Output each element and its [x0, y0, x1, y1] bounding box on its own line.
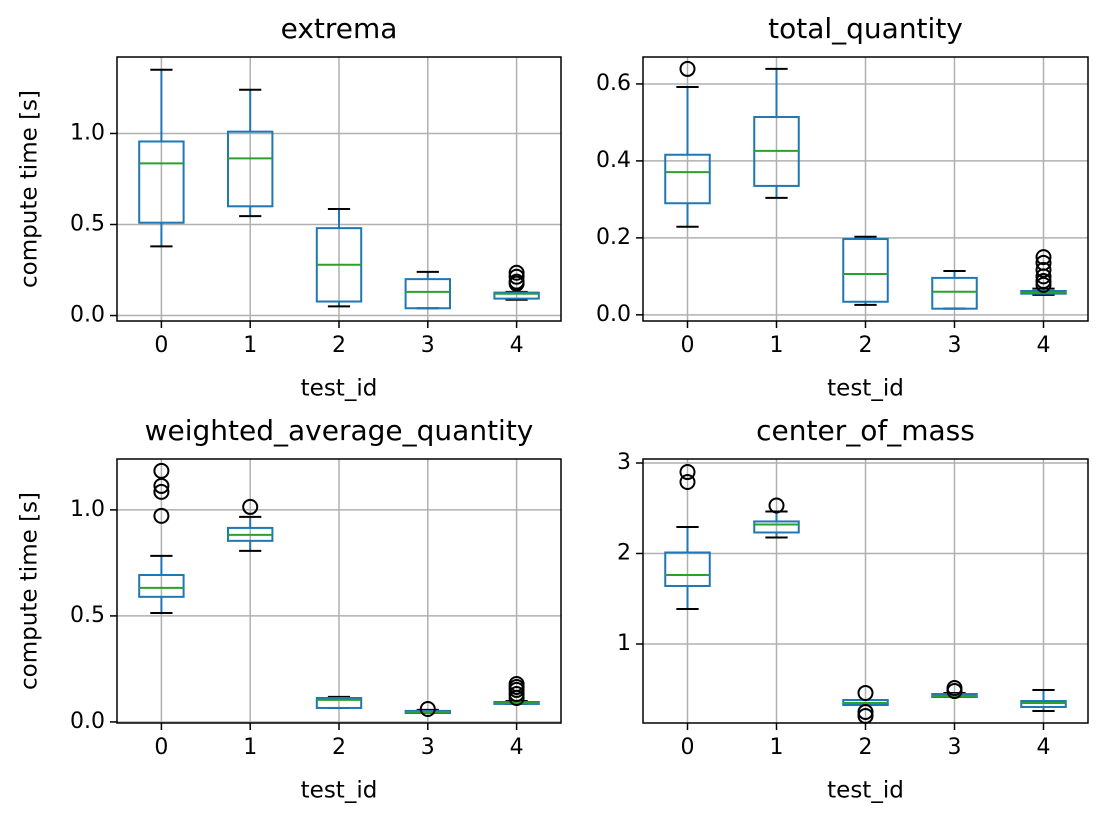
x-tick-label: 0 — [681, 333, 695, 358]
axes-frame — [642, 458, 1089, 724]
box — [493, 291, 540, 300]
flier — [153, 462, 170, 479]
box — [138, 140, 185, 224]
x-tick-label: 1 — [770, 333, 784, 358]
subplot-title: weighted_average_quantity — [145, 414, 534, 447]
y-axis-label: compute time [s] — [17, 492, 43, 690]
x-tick-label: 4 — [510, 333, 524, 358]
x-tick-label: 0 — [154, 333, 168, 358]
flier — [679, 464, 696, 481]
flier — [1035, 249, 1052, 266]
x-tick-label: 2 — [332, 735, 346, 760]
box — [931, 276, 978, 310]
box — [404, 278, 452, 310]
y-tick-label: 0.0 — [70, 303, 105, 328]
x-tick-label: 0 — [681, 735, 695, 760]
box — [138, 573, 185, 598]
x-tick-label: 3 — [421, 735, 435, 760]
box — [753, 520, 800, 534]
x-tick-label: 1 — [770, 735, 784, 760]
flier — [768, 497, 785, 514]
box — [664, 153, 711, 205]
flier — [153, 477, 170, 494]
flier — [679, 473, 696, 490]
axes-frame — [642, 56, 1089, 322]
y-tick-label: 2 — [617, 540, 631, 565]
flier — [508, 685, 525, 702]
y-tick-label: 0.4 — [596, 148, 631, 173]
x-tick-label: 0 — [154, 735, 168, 760]
flier — [1035, 268, 1052, 285]
y-tick-label: 0.5 — [70, 212, 105, 237]
x-axis-label: test_id — [301, 778, 378, 804]
x-tick-label: 2 — [859, 735, 873, 760]
y-tick-label: 1 — [617, 631, 631, 656]
flier — [1035, 276, 1052, 293]
x-tick-label: 3 — [948, 333, 962, 358]
flier — [419, 701, 436, 718]
subplot-title: center_of_mass — [756, 414, 975, 447]
box — [842, 238, 889, 303]
subplot-title: extrema — [281, 12, 398, 45]
flier — [508, 681, 525, 698]
subplot: 0.0 0.5 1.0 0 1 2 3 4 weighted_average_quantityt… — [17, 414, 562, 804]
x-tick-label: 3 — [948, 735, 962, 760]
x-tick-label: 4 — [510, 735, 524, 760]
flier — [508, 264, 525, 281]
y-tick-label: 3 — [617, 450, 631, 475]
flier — [508, 268, 525, 285]
axes-frame — [116, 458, 562, 724]
flier — [242, 498, 259, 515]
x-axis-label: test_id — [827, 778, 904, 804]
subplot-title: total_quantity — [768, 12, 963, 45]
flier — [508, 275, 525, 292]
x-axis-label: test_id — [827, 376, 904, 402]
y-tick-label: 0.2 — [596, 225, 631, 250]
subplot: 1 2 3 0 1 2 3 4 center_of_mass test_id — [617, 414, 1089, 804]
flier — [679, 60, 696, 77]
y-tick-label: 0.6 — [596, 71, 631, 96]
y-axis-label: compute time [s] — [17, 90, 43, 288]
x-tick-label: 1 — [243, 333, 257, 358]
y-tick-label: 0.5 — [70, 603, 105, 628]
x-tick-label: 4 — [1037, 735, 1051, 760]
subplot: 0.0 0.2 0.4 0.6 0 1 2 3 4 total_quantity test_id — [596, 12, 1089, 402]
x-tick-label: 1 — [243, 735, 257, 760]
box — [315, 696, 363, 709]
flier — [153, 483, 170, 500]
flier — [857, 684, 874, 701]
box — [664, 551, 711, 587]
flier — [508, 689, 525, 706]
y-tick-label: 1.0 — [70, 120, 105, 145]
subplot: 0.0 0.5 1.0 0 1 2 3 4 extrema test_id compute time… — [17, 12, 562, 402]
flier — [946, 683, 963, 700]
y-tick-label: 0.0 — [70, 709, 105, 734]
flier — [1035, 261, 1052, 278]
flier — [857, 703, 874, 720]
box — [227, 130, 274, 208]
x-tick-label: 2 — [859, 333, 873, 358]
x-tick-label: 4 — [1037, 333, 1051, 358]
flier — [153, 507, 170, 524]
x-axis-label: test_id — [301, 376, 378, 402]
x-tick-label: 2 — [332, 333, 346, 358]
x-tick-label: 3 — [421, 333, 435, 358]
y-tick-label: 0.0 — [596, 302, 631, 327]
y-tick-label: 1.0 — [70, 497, 105, 522]
axes-frame — [116, 56, 562, 322]
